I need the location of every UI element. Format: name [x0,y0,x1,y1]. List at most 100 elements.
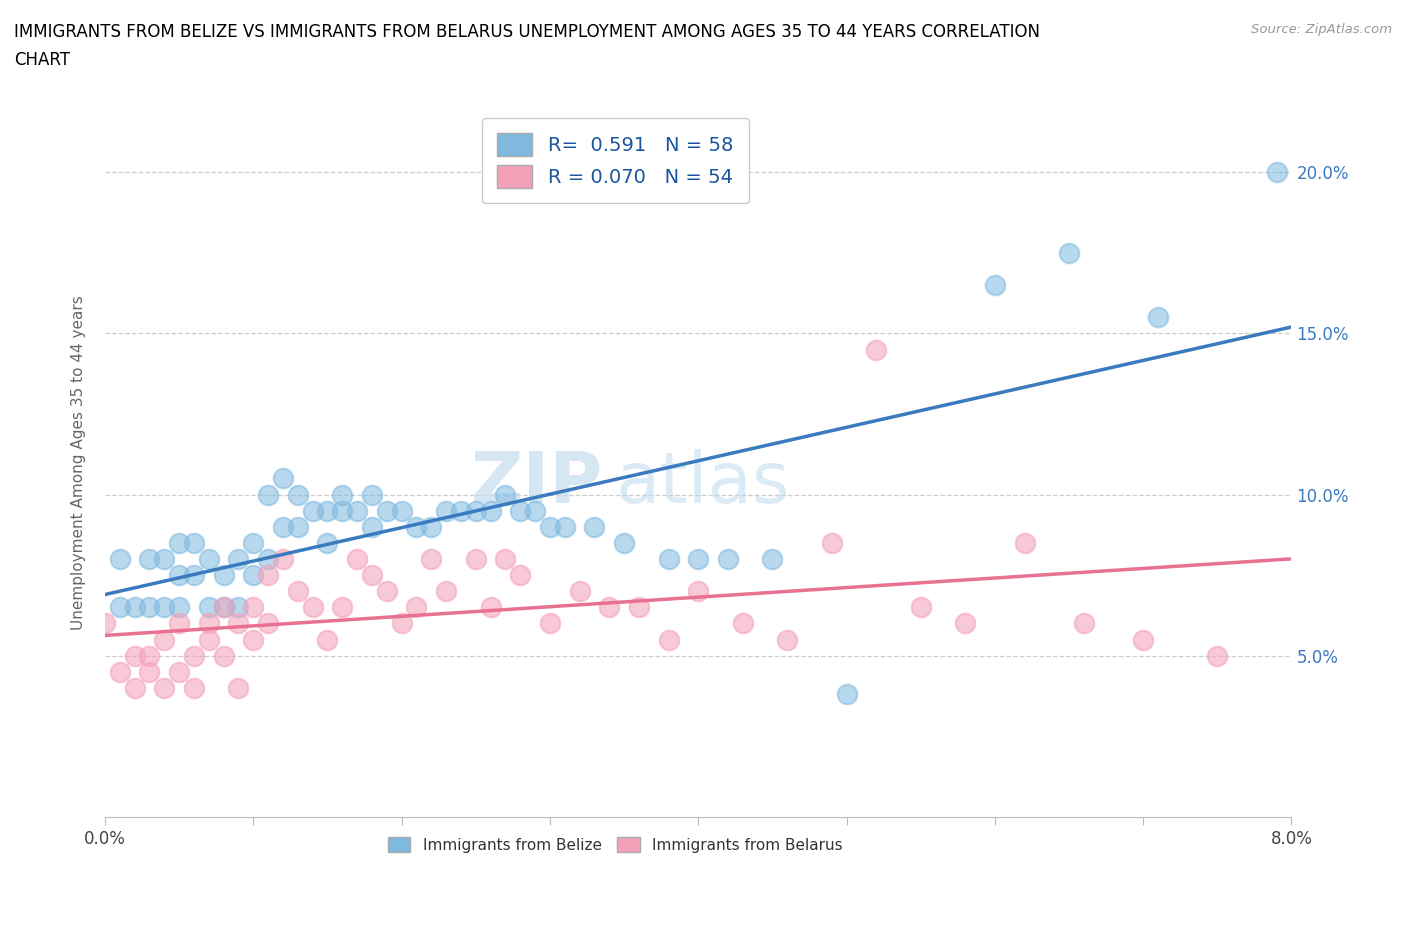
Point [405,600,427,615]
Point [464,551,486,566]
Point [361,487,384,502]
Point [479,503,502,518]
Point [538,519,561,534]
Point [153,600,176,615]
Point [228,551,250,566]
Point [330,503,353,518]
Point [688,551,710,566]
Point [183,567,205,582]
Point [658,632,681,647]
Point [464,503,486,518]
Point [138,648,160,663]
Point [613,536,636,551]
Point [717,551,740,566]
Point [153,632,176,647]
Point [316,536,339,551]
Point [316,632,339,647]
Point [434,503,457,518]
Point [391,503,413,518]
Point [346,551,368,566]
Point [212,648,235,663]
Point [212,567,235,582]
Point [1014,536,1036,551]
Point [316,503,339,518]
Point [198,632,221,647]
Point [627,600,650,615]
Point [153,681,176,696]
Point [138,664,160,679]
Point [658,551,681,566]
Point [257,616,280,631]
Point [257,487,280,502]
Point [554,519,576,534]
Point [330,600,353,615]
Point [287,487,309,502]
Point [257,567,280,582]
Point [330,487,353,502]
Point [583,519,606,534]
Text: CHART: CHART [14,51,70,69]
Point [524,503,547,518]
Point [138,600,160,615]
Point [271,551,294,566]
Point [598,600,620,615]
Point [1206,648,1229,663]
Point [1057,246,1080,260]
Point [198,600,221,615]
Point [731,616,754,631]
Point [198,616,221,631]
Point [568,584,591,599]
Point [108,600,131,615]
Point [287,584,309,599]
Point [242,536,264,551]
Point [420,551,443,566]
Point [910,600,932,615]
Text: ZIP: ZIP [471,449,603,518]
Point [167,567,190,582]
Point [167,664,190,679]
Point [212,600,235,615]
Point [538,616,561,631]
Point [257,551,280,566]
Point [361,519,384,534]
Point [228,600,250,615]
Point [242,600,264,615]
Point [183,681,205,696]
Point [242,632,264,647]
Point [434,584,457,599]
Point [509,503,531,518]
Point [405,519,427,534]
Point [346,503,368,518]
Point [494,487,516,502]
Text: atlas: atlas [616,449,790,518]
Point [1147,310,1170,325]
Point [391,616,413,631]
Text: Source: ZipAtlas.com: Source: ZipAtlas.com [1251,23,1392,36]
Point [124,681,146,696]
Point [228,616,250,631]
Point [228,681,250,696]
Point [761,551,783,566]
Point [108,664,131,679]
Point [1265,165,1288,179]
Point [450,503,472,518]
Point [776,632,799,647]
Text: IMMIGRANTS FROM BELIZE VS IMMIGRANTS FROM BELARUS UNEMPLOYMENT AMONG AGES 35 TO : IMMIGRANTS FROM BELIZE VS IMMIGRANTS FRO… [14,23,1040,41]
Point [124,600,146,615]
Point [865,342,887,357]
Point [1132,632,1154,647]
Point [688,584,710,599]
Point [375,503,398,518]
Point [1073,616,1095,631]
Point [94,616,117,631]
Point [984,278,1007,293]
Point [375,584,398,599]
Point [509,567,531,582]
Point [301,503,323,518]
Point [271,471,294,485]
Point [212,600,235,615]
Point [479,600,502,615]
Point [183,648,205,663]
Point [953,616,976,631]
Point [271,519,294,534]
